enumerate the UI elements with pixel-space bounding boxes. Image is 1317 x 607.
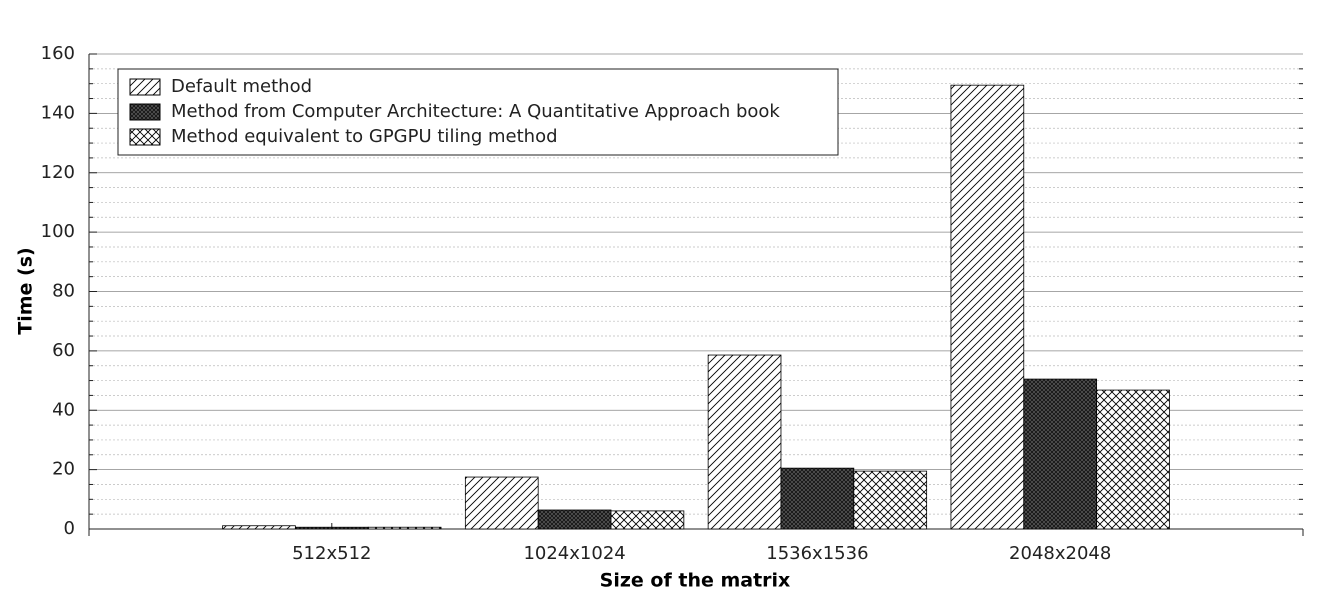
bar	[294, 526, 369, 530]
x-axis-title: Size of the matrix	[600, 570, 791, 592]
bar	[950, 84, 1025, 530]
bar	[1023, 378, 1098, 530]
bar	[464, 476, 539, 530]
legend: Default method Method from Computer Archi…	[117, 68, 839, 156]
bar	[1096, 389, 1170, 530]
bar	[537, 509, 612, 530]
y-axis-title: Time (s)	[15, 247, 37, 334]
x-tick-label: 2048x2048	[1009, 543, 1111, 564]
y-tick-label: 20	[52, 459, 75, 480]
legend-label: Method equivalent to GPGPU tiling method	[171, 126, 558, 147]
x-tick-label: 1024x1024	[523, 543, 625, 564]
bar	[853, 470, 928, 530]
legend-label: Method from Computer Architecture: A Qua…	[171, 101, 780, 122]
legend-box	[117, 68, 839, 156]
bar	[610, 510, 685, 530]
x-tick-label: 1536x1536	[766, 543, 868, 564]
legend-label: Default method	[171, 76, 312, 97]
y-tick-label: 160	[41, 43, 75, 64]
bar	[707, 354, 782, 530]
y-tick-label: 80	[52, 281, 75, 302]
bar	[367, 526, 442, 530]
y-tick-label: 140	[41, 102, 75, 123]
bar	[780, 467, 855, 530]
y-tick-label: 0	[64, 518, 75, 539]
y-tick-label: 100	[41, 221, 75, 242]
y-tick-label: 40	[52, 399, 75, 420]
bar	[222, 525, 296, 530]
legend-swatch	[129, 103, 161, 121]
legend-swatch	[129, 128, 161, 146]
legend-swatch	[129, 78, 161, 96]
y-tick-label: 120	[41, 162, 75, 183]
y-tick-label: 60	[52, 340, 75, 361]
x-tick-label: 512x512	[292, 543, 371, 564]
